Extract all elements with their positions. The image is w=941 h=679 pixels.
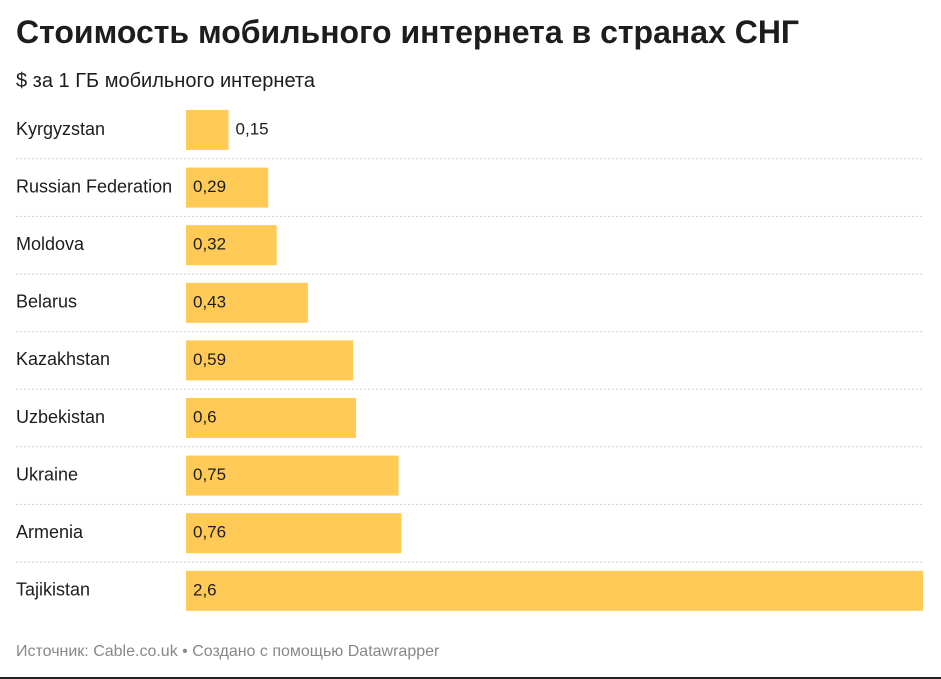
chart-footer: Источник: Cable.co.uk • Создано с помощь… [16, 643, 439, 661]
value-label: 0,43 [193, 292, 226, 311]
category-label: Armenia [16, 522, 84, 542]
category-label: Kazakhstan [16, 349, 110, 369]
value-label: 0,29 [193, 177, 226, 196]
value-label: 0,76 [193, 523, 226, 542]
value-label: 0,75 [193, 465, 226, 484]
bar-row: Kyrgyzstan 0,15 [16, 110, 923, 160]
value-label: 0,6 [193, 407, 217, 426]
bar [186, 513, 402, 554]
footer-separator: • [182, 643, 188, 660]
bar-row: Moldova 0,32 [16, 225, 923, 275]
bar [186, 570, 923, 611]
category-label: Kyrgyzstan [16, 119, 105, 139]
value-label: 0,15 [236, 119, 269, 138]
category-label: Russian Federation [16, 176, 172, 196]
category-label: Moldova [16, 234, 85, 254]
bar-row: Russian Federation 0,29 [16, 167, 923, 217]
bar [186, 167, 269, 208]
bar-row: Belarus 0,43 [16, 282, 923, 333]
bar-row: Uzbekistan 0,6 [16, 398, 923, 448]
bar-row: Tajikistan 2,6 [16, 570, 923, 611]
source-link[interactable]: Cable.co.uk [93, 643, 178, 660]
bar [186, 455, 399, 496]
bar [186, 340, 354, 381]
value-label: 2,6 [193, 580, 217, 599]
source-label: Источник: [16, 643, 89, 660]
bar [186, 110, 229, 150]
credit-text: Создано с помощью Datawrapper [192, 643, 440, 660]
category-label: Tajikistan [16, 580, 90, 600]
bottom-rule [0, 677, 941, 679]
chart-subtitle: $ за 1 ГБ мобильного интернета [16, 70, 315, 92]
category-label: Ukraine [16, 464, 78, 484]
category-label: Uzbekistan [16, 407, 105, 427]
value-label: 0,59 [193, 350, 226, 369]
category-label: Belarus [16, 292, 77, 312]
value-label: 0,32 [193, 235, 226, 254]
bar-chart: Kyrgyzstan 0,15 Russian Federation 0,29 Mold… [16, 110, 923, 611]
bar [186, 282, 308, 323]
bar [186, 225, 277, 266]
bar-row: Armenia 0,76 [16, 513, 923, 563]
chart-title: Стоимость мобильного интернета в странах… [16, 14, 800, 50]
bar-row: Kazakhstan 0,59 [16, 340, 923, 390]
bar [186, 398, 357, 438]
bar-row: Ukraine 0,75 [16, 455, 923, 505]
